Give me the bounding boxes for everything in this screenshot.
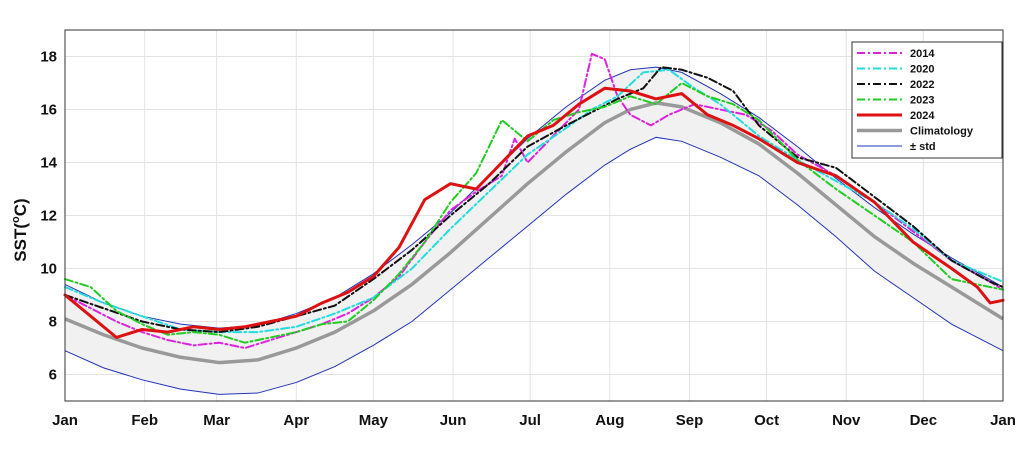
x-tick-label-10: Nov: [832, 412, 861, 429]
legend-label-0: 2014: [910, 48, 935, 60]
y-axis-title-main: SST(: [11, 223, 30, 262]
legend-label-4: 2024: [910, 110, 935, 122]
y-axis-title-tail: C): [11, 198, 30, 216]
x-tick-labels: Jan Feb Mar Apr May Jun Jul Aug Sep Oct Nov Dec Jan: [52, 412, 1016, 429]
x-tick-label-12: Jan: [990, 412, 1016, 429]
legend-label-1: 2020: [910, 64, 934, 76]
y-tick-label-3: 12: [40, 208, 57, 225]
x-tick-label-7: Aug: [595, 412, 624, 429]
series-layer: [63, 52, 1005, 349]
x-tick-label-1: Feb: [131, 412, 158, 429]
y-tick-label-4: 14: [40, 155, 57, 172]
x-tick-label-3: Apr: [283, 412, 309, 429]
series-line-2014: [64, 52, 1004, 349]
x-tick-label-8: Sep: [676, 412, 704, 429]
plot-frame: [64, 29, 1004, 402]
legend-label-6: ± std: [910, 141, 936, 153]
y-tick-label-1: 8: [49, 314, 57, 331]
climatology-line: [64, 101, 1004, 365]
x-tick-label-5: Jun: [440, 412, 467, 429]
legend-label-3: 2023: [910, 95, 934, 107]
series-line-2024: [63, 86, 1005, 339]
series-line-2023: [64, 82, 1004, 344]
y-axis-title: SST(oC): [10, 198, 30, 261]
x-tick-label-0: Jan: [52, 412, 78, 429]
legend-label-2: 2022: [910, 79, 934, 91]
x-tick-label-2: Mar: [203, 412, 230, 429]
x-tick-label-4: May: [359, 412, 389, 429]
y-tick-label-0: 6: [49, 367, 57, 384]
y-tick-label-6: 18: [40, 49, 57, 66]
y-tick-label-5: 16: [40, 102, 57, 119]
x-tick-label-6: Jul: [519, 412, 541, 429]
legend-label-5: Climatology: [910, 126, 974, 138]
y-tick-labels: 6 8 10 12 14 16 18: [40, 49, 57, 384]
legend-items: 2014 2020 2022 2023 2024 Climatology ± std: [857, 48, 974, 153]
x-tick-label-11: Dec: [910, 412, 938, 429]
x-tick-label-9: Oct: [754, 412, 779, 429]
y-tick-label-2: 10: [40, 261, 57, 278]
y-axis-title-sup: o: [10, 216, 22, 223]
legend: 2014 2020 2022 2023 2024 Climatology ± std: [851, 41, 1003, 159]
std-lower-line: [64, 136, 1004, 395]
series-line-2022: [64, 66, 1004, 334]
